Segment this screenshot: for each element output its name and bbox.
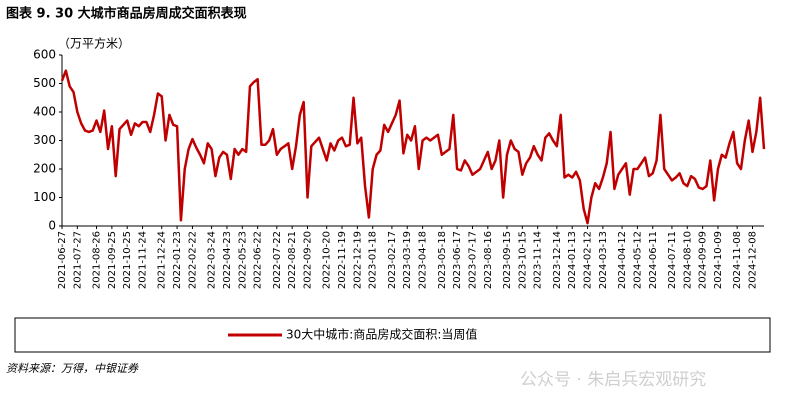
x-tick-label: 2023-11-14 [533, 231, 544, 289]
x-tick-label: 2021-10-25 [122, 231, 133, 289]
y-tick-label: 300 [33, 133, 56, 147]
x-tick-label: 2022-04-23 [222, 231, 233, 289]
x-tick-label: 2023-09-15 [502, 231, 513, 289]
x-tick-label: 2024-11-08 [732, 231, 743, 289]
x-tick-label: 2023-05-18 [437, 231, 448, 289]
line-series [60, 69, 766, 225]
x-tick-label: 2024-06-11 [648, 231, 659, 289]
x-tick-label: 2023-03-19 [402, 231, 413, 289]
x-tick-label: 2022-01-23 [172, 231, 183, 289]
y-tick-label: 600 [33, 48, 56, 62]
x-tick-label: 2023-06-17 [452, 231, 463, 289]
y-axis-label: （万平方米） [58, 36, 130, 51]
x-tick-label: 2024-05-12 [632, 231, 643, 289]
x-tick-label: 2022-11-19 [337, 231, 348, 289]
x-tick-label: 2023-02-17 [387, 231, 398, 289]
x-tick-label: 2023-10-15 [517, 231, 528, 289]
x-tick-label: 2022-07-22 [272, 231, 283, 289]
y-tick-label: 400 [33, 105, 56, 119]
x-tick-label: 2022-08-21 [287, 231, 298, 289]
x-tick-label: 2021-08-26 [92, 231, 103, 289]
x-tick-label: 2024-07-11 [667, 231, 678, 289]
x-tick-label: 2024-08-10 [682, 231, 693, 289]
x-tick-label: 2023-12-14 [552, 231, 563, 289]
chart-title: 图表 9. 30 大城市商品房周成交面积表现 [6, 6, 247, 22]
y-tick-label: 100 [33, 190, 56, 204]
y-tick-label: 200 [33, 162, 56, 176]
x-tick-label: 2024-02-12 [583, 231, 594, 289]
x-tick-label: 2021-12-24 [157, 231, 168, 289]
x-tick-label: 2022-09-20 [303, 231, 314, 289]
x-tick-label: 2024-01-13 [567, 231, 578, 289]
x-tick-label: 2024-03-13 [598, 231, 609, 289]
y-tick-label: 0 [48, 219, 56, 233]
y-tick-label: 500 [33, 76, 56, 90]
source: 资料来源：万得，中银证券 [6, 362, 139, 375]
legend-box [14, 317, 771, 353]
x-tick-label: 2024-12-08 [747, 231, 758, 289]
x-tick-label: 2022-02-22 [187, 231, 198, 289]
x-tick-label: 2021-07-27 [72, 231, 83, 289]
x-tick-label: 2024-09-09 [698, 231, 709, 289]
x-tick-label: 2022-12-19 [352, 231, 363, 289]
x-tick-label: 2022-06-22 [253, 231, 264, 289]
x-tick-label: 2023-04-18 [418, 231, 429, 289]
x-tick-label: 2021-11-24 [138, 231, 149, 289]
x-tick-label: 2022-10-20 [322, 231, 333, 289]
x-tick-label: 2023-07-17 [467, 231, 478, 289]
x-tick-label: 2021-06-27 [57, 231, 68, 289]
watermark: 公众号 · 朱启兵宏观研究 [520, 370, 706, 390]
x-tick-label: 2023-08-16 [483, 231, 494, 289]
x-tick-label: 2024-04-12 [617, 231, 628, 289]
x-tick-label: 2022-03-24 [207, 231, 218, 289]
x-tick-label: 2022-05-23 [237, 231, 248, 289]
x-tick-label: 2021-09-25 [107, 231, 118, 289]
legend-label: 30大中城市:商品房成交面积:当周值 [286, 327, 477, 342]
x-tick-label: 2023-01-18 [368, 231, 379, 289]
x-tick-label: 2024-10-09 [713, 231, 724, 289]
